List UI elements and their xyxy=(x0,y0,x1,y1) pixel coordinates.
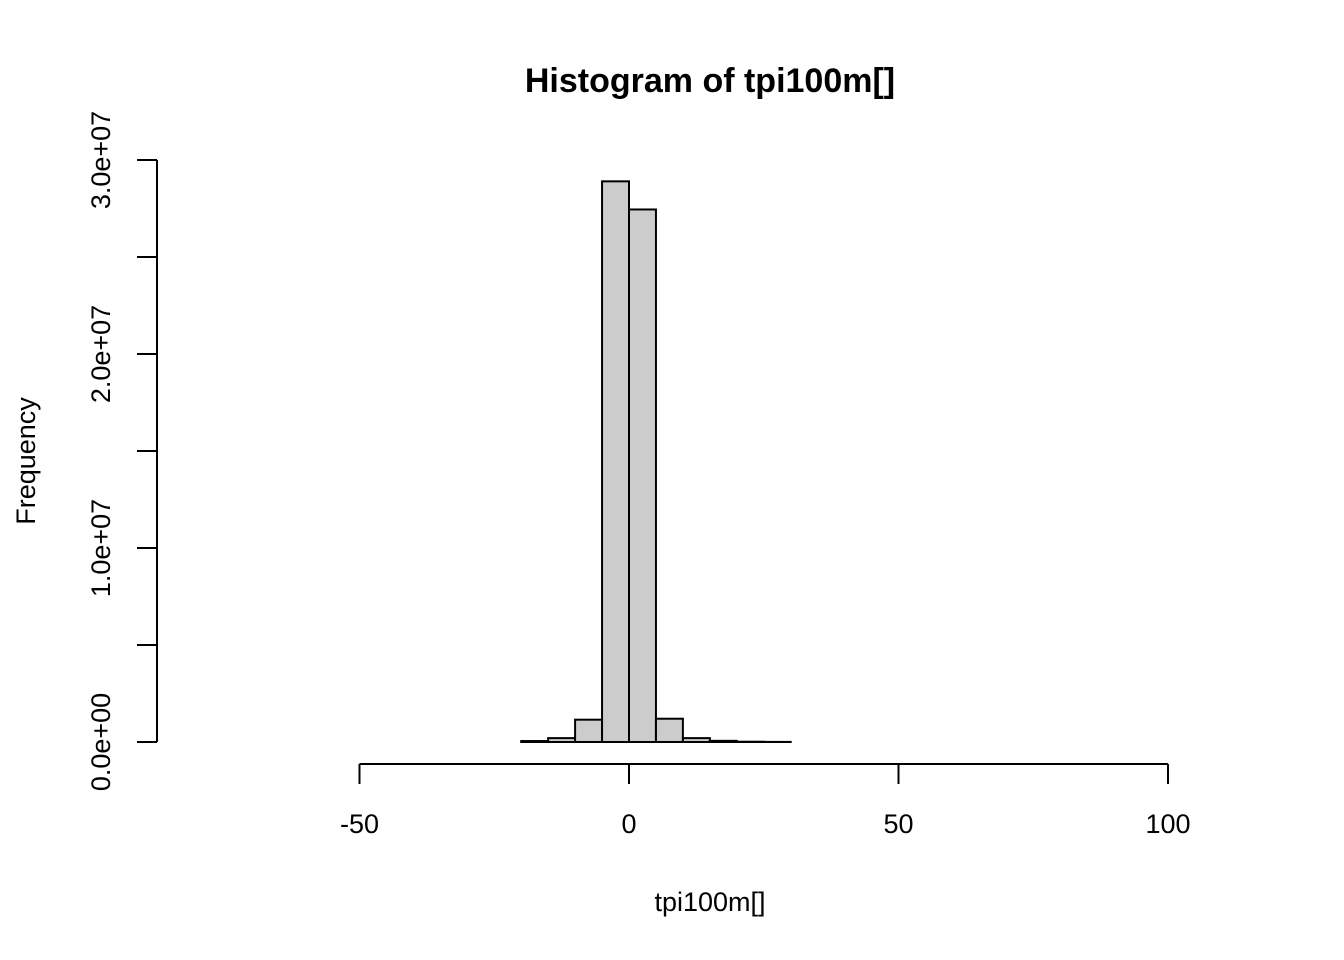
x-tick-label: 0 xyxy=(621,809,636,839)
x-axis: -50 0 50 100 xyxy=(340,763,1191,839)
histogram-bar xyxy=(681,737,711,743)
x-axis-label: tpi100m[] xyxy=(654,887,765,917)
histogram-bar xyxy=(547,737,577,743)
histogram-bar xyxy=(654,717,684,743)
histogram-bar xyxy=(628,208,657,744)
histogram-bar xyxy=(601,180,630,743)
chart-title: Histogram of tpi100m[] xyxy=(525,62,895,100)
y-axis-label: Frequency xyxy=(11,397,41,525)
x-tick-label: 100 xyxy=(1145,809,1190,839)
y-tick-label: 2.0e+07 xyxy=(86,305,116,403)
y-tick-label: 0.0e+00 xyxy=(86,693,116,791)
bars-group xyxy=(520,180,792,744)
histogram-bar xyxy=(574,718,604,744)
histogram-bar xyxy=(708,739,738,743)
x-tick-label: 50 xyxy=(883,809,913,839)
histogram-bar xyxy=(520,740,550,744)
x-tick-label: -50 xyxy=(340,809,379,839)
y-tick-label: 1.0e+07 xyxy=(86,499,116,597)
y-tick-label: 3.0e+07 xyxy=(86,111,116,209)
y-axis: 0.0e+00 1.0e+07 2.0e+07 3.0e+07 xyxy=(86,111,158,791)
